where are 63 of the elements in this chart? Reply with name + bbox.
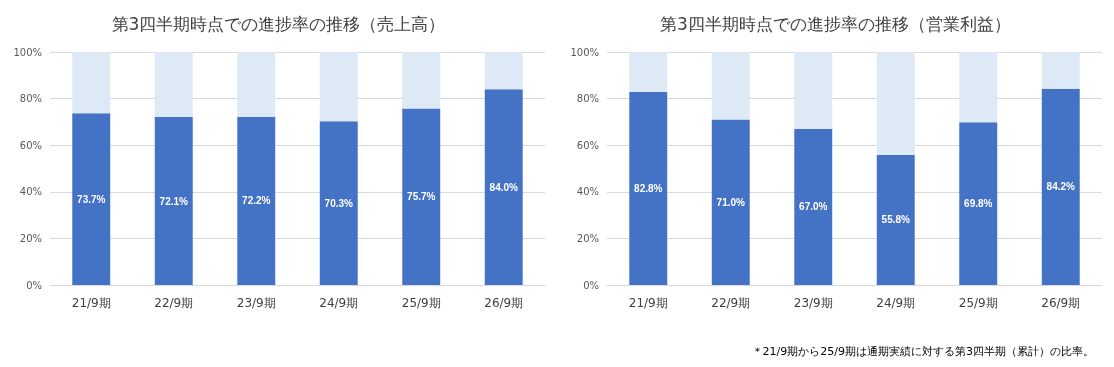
data-label: 73.7% — [77, 193, 106, 205]
x-tick-label: 25/9期 — [958, 296, 998, 310]
bar — [319, 52, 358, 122]
x-tick-label: 25/9期 — [401, 296, 441, 310]
y-tick-label: 80% — [19, 93, 42, 105]
bar — [711, 52, 750, 120]
y-tick-label: 100% — [13, 46, 42, 58]
bar — [402, 52, 441, 109]
y-tick-label: 0% — [26, 279, 42, 291]
data-label: 82.8% — [634, 183, 663, 195]
bar — [154, 117, 193, 285]
chart-title: 第3四半期時点での進捗率の推移（営業利益） — [660, 13, 1011, 34]
data-label: 72.2% — [242, 195, 271, 207]
bar — [629, 52, 668, 93]
x-tick-label: 22/9期 — [711, 296, 751, 310]
data-label: 69.8% — [964, 198, 993, 210]
bar — [1041, 52, 1080, 89]
bar — [237, 116, 276, 285]
bar — [72, 113, 111, 285]
bar — [1041, 88, 1080, 285]
y-tick-label: 60% — [576, 139, 599, 151]
y-tick-label: 100% — [570, 46, 599, 58]
x-tick-label: 24/9期 — [876, 296, 916, 310]
chart-title: 第3四半期時点での進捗率の推移（売上高） — [111, 13, 446, 34]
data-label: 55.8% — [881, 214, 911, 226]
bar — [794, 52, 833, 129]
bar — [237, 52, 276, 117]
y-tick-label: 20% — [576, 232, 599, 244]
data-label: 71.0% — [716, 196, 746, 208]
bar — [711, 119, 750, 285]
x-tick-label: 23/9期 — [236, 296, 276, 310]
bar — [876, 154, 915, 285]
y-tick-label: 60% — [19, 139, 42, 151]
y-tick-label: 40% — [19, 186, 42, 198]
data-label: 72.1% — [159, 195, 189, 207]
data-label: 75.7% — [407, 191, 436, 203]
bar — [484, 89, 523, 285]
bar — [402, 108, 441, 285]
bar — [72, 52, 111, 114]
bar — [794, 128, 833, 285]
x-tick-label: 23/9期 — [793, 296, 833, 310]
text: ＊21/9期から25/9期は通期実績に対する第3四半期（累計）の比率。 — [751, 345, 1094, 358]
x-tick-label: 26/9期 — [484, 296, 524, 310]
data-label: 70.3% — [324, 197, 354, 209]
y-tick-label: 20% — [19, 232, 42, 244]
bar — [959, 122, 998, 285]
y-tick-label: 40% — [576, 186, 599, 198]
data-label: 67.0% — [799, 201, 828, 213]
y-tick-label: 0% — [583, 279, 599, 291]
bar — [876, 52, 915, 155]
x-tick-label: 24/9期 — [319, 296, 359, 310]
data-label: 84.0% — [489, 181, 519, 193]
x-tick-label: 26/9期 — [1041, 296, 1081, 310]
y-tick-label: 80% — [576, 93, 599, 105]
x-tick-label: 21/9期 — [628, 296, 668, 310]
bar — [484, 52, 523, 90]
bar — [319, 121, 358, 285]
x-tick-label: 21/9期 — [71, 296, 111, 310]
bar — [154, 52, 193, 118]
x-tick-label: 22/9期 — [154, 296, 194, 310]
bar — [959, 52, 998, 123]
data-label: 84.2% — [1046, 181, 1076, 193]
bar — [629, 92, 668, 285]
